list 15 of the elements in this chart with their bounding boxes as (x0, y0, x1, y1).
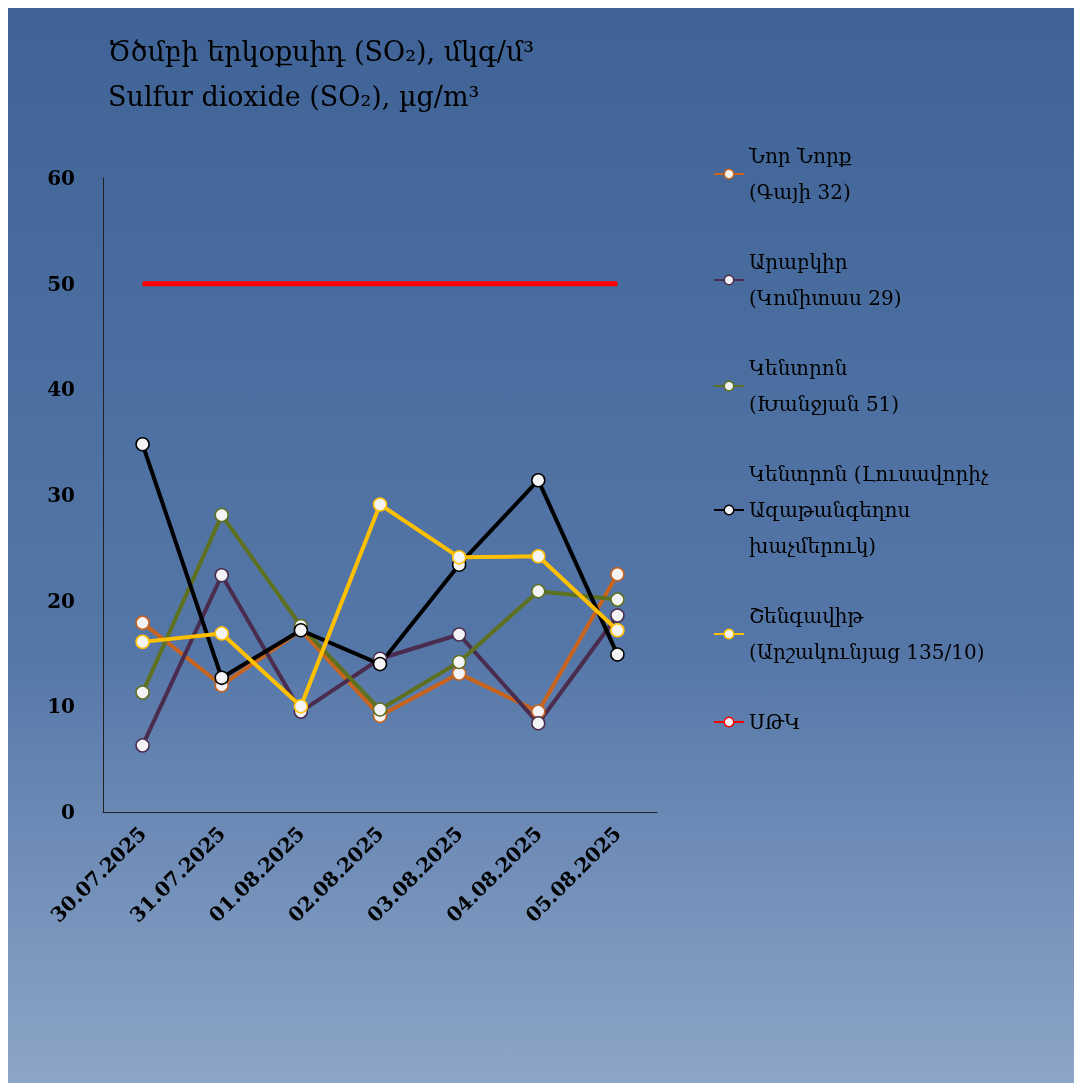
y-tick-label: 0 (61, 800, 75, 824)
y-tick-label: 40 (47, 377, 75, 402)
legend-label: Շենգավիթ (Արշակունյաց 135/10) (749, 604, 985, 664)
chart-subtitle: Sulfur dioxide (SO₂), µg/m³ (108, 81, 480, 112)
y-tick-label: 30 (47, 483, 75, 507)
legend-label: Կենտրոն (Լուսավորիչ Ազաթանգեղոս խաչմերուկ) (749, 462, 989, 558)
legend-label: Կենտրոն (Խանջյան 51) (749, 356, 900, 416)
legend-label: Նոր Նորք (Գայի 32) (748, 144, 852, 204)
chart-title: Ծծմբի երկօքսիդ (SO₂), մկգ/մ³ (108, 36, 535, 67)
y-tick-label: 20 (47, 588, 75, 613)
y-tick-label: 10 (47, 694, 75, 719)
y-tick-label: 60 (47, 166, 75, 190)
legend-label: ՍԹԿ (749, 710, 801, 734)
y-tick-label: 50 (47, 271, 75, 296)
legend-label: Արաբկիր (Կոմիտաս 29) (749, 250, 902, 310)
